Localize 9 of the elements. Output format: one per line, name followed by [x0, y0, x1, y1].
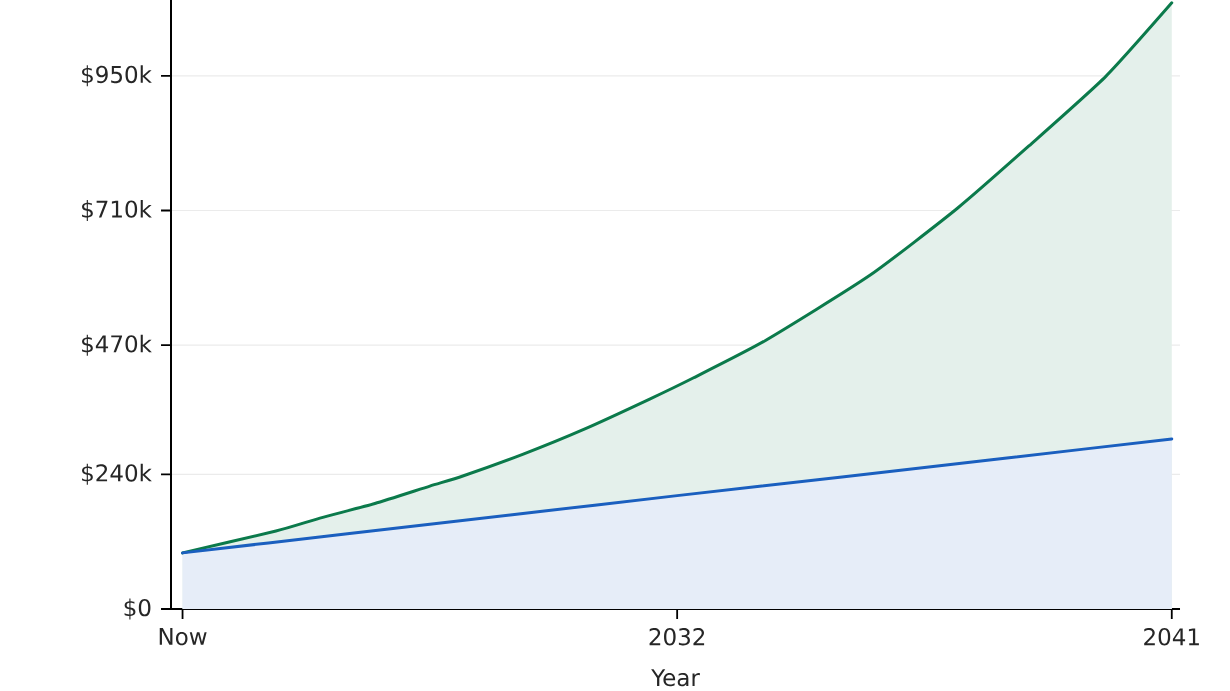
- x-tick-label: Now: [159, 628, 207, 646]
- x-tick-label: 2032: [649, 628, 705, 646]
- y-tick-label: $470k: [82, 334, 152, 356]
- x-tick-label: 2041: [1144, 628, 1199, 646]
- y-tick-label: $710k: [82, 200, 152, 221]
- x-axis-title: Year: [651, 669, 700, 687]
- y-tick-label: $240k: [82, 463, 152, 485]
- y-tick-label: $0: [124, 598, 151, 620]
- y-tick-label: $950k: [82, 65, 152, 87]
